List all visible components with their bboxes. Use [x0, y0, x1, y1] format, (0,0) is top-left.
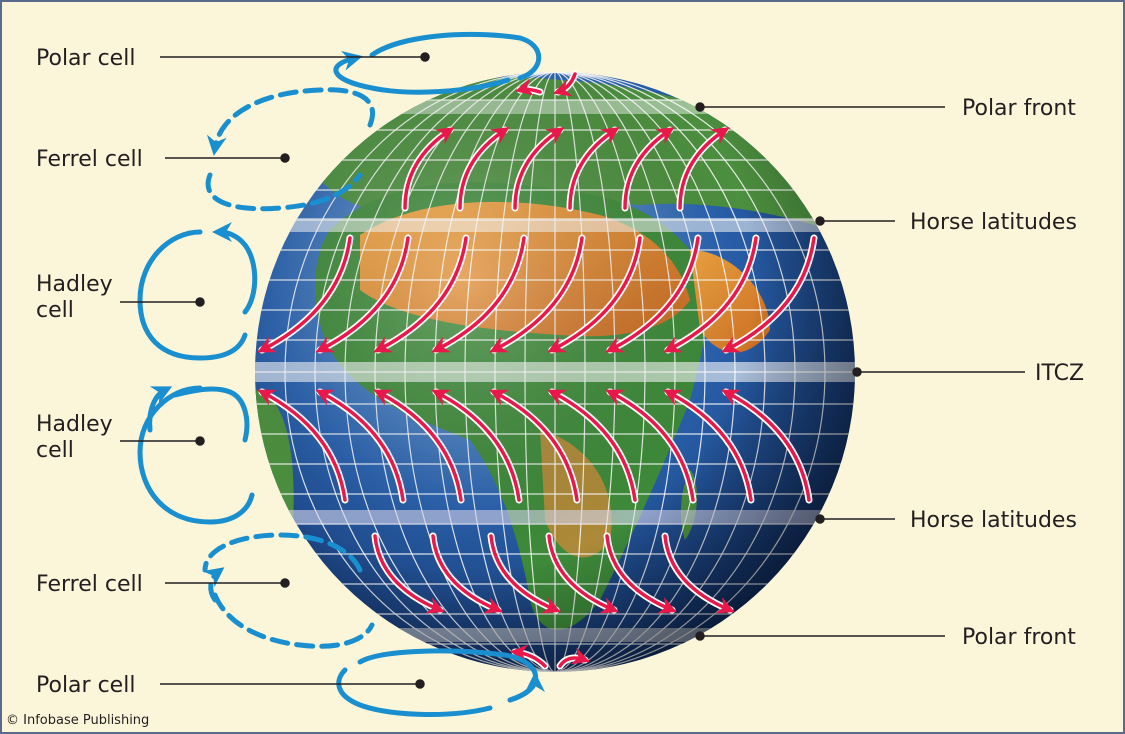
label-polar-cell-top: Polar cell	[36, 46, 135, 71]
label-ferrel-cell-bottom: Ferrel cell	[36, 572, 143, 597]
label-itcz: ITCZ	[1035, 361, 1084, 386]
polar-cell-bottom	[336, 648, 545, 717]
hadley-cell-top	[137, 222, 258, 361]
label-hadley-cell-bottom-line1: Hadley	[36, 412, 113, 437]
label-polar-cell-bottom: Polar cell	[36, 673, 135, 698]
label-horse-latitudes-top: Horse latitudes	[910, 210, 1077, 235]
label-polar-front-bottom: Polar front	[962, 625, 1076, 650]
label-ferrel-cell-top: Ferrel cell	[36, 147, 143, 172]
wind-arrows	[257, 72, 816, 668]
label-hadley-cell-top-line2: cell	[36, 298, 74, 323]
label-horse-latitudes-bottom: Horse latitudes	[910, 508, 1077, 533]
polar-cell-top	[333, 31, 542, 95]
ferrel-cell-top	[205, 87, 375, 212]
label-hadley-cell-bottom-line2: cell	[36, 438, 74, 463]
copyright-credit: © Infobase Publishing	[6, 713, 149, 728]
label-hadley-cell-top-line1: Hadley	[36, 272, 113, 297]
leader-lines	[120, 52, 1025, 689]
label-polar-front-top: Polar front	[962, 96, 1076, 121]
hadley-cell-bottom	[137, 385, 255, 525]
circulation-cells	[137, 31, 545, 717]
ferrel-cell-bottom	[202, 532, 375, 649]
